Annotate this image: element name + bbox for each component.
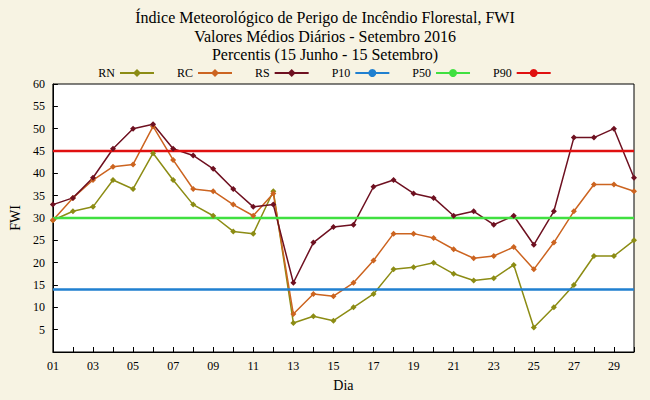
svg-text:FWI: FWI: [8, 205, 23, 231]
svg-text:09: 09: [207, 359, 219, 373]
svg-text:21: 21: [448, 359, 460, 373]
svg-text:15: 15: [33, 278, 45, 292]
svg-text:15: 15: [327, 359, 339, 373]
svg-text:19: 19: [408, 359, 420, 373]
svg-text:P90: P90: [493, 66, 512, 80]
svg-text:23: 23: [488, 359, 500, 373]
svg-text:50: 50: [33, 122, 45, 136]
svg-text:11: 11: [247, 359, 259, 373]
svg-text:25: 25: [33, 233, 45, 247]
svg-text:P50: P50: [412, 66, 431, 80]
svg-text:Dia: Dia: [333, 378, 354, 393]
svg-text:27: 27: [568, 359, 580, 373]
svg-text:13: 13: [287, 359, 299, 373]
svg-text:03: 03: [87, 359, 99, 373]
svg-text:Índice Meteorológico de Perigo: Índice Meteorológico de Perigo de Incênd…: [135, 8, 514, 27]
svg-text:30: 30: [33, 211, 45, 225]
svg-text:07: 07: [167, 359, 179, 373]
svg-text:RN: RN: [98, 66, 115, 80]
svg-text:RS: RS: [255, 66, 270, 80]
svg-text:Valores Médios Diários - Setem: Valores Médios Diários - Setembro 2016: [194, 28, 456, 45]
svg-text:Percentis (15 Junho - 15 Setem: Percentis (15 Junho - 15 Setembro): [212, 46, 438, 64]
svg-text:55: 55: [33, 99, 45, 113]
svg-text:60: 60: [33, 77, 45, 91]
svg-text:45: 45: [33, 144, 45, 158]
svg-text:P10: P10: [332, 66, 351, 80]
svg-text:20: 20: [33, 256, 45, 270]
svg-text:40: 40: [33, 166, 45, 180]
svg-text:35: 35: [33, 189, 45, 203]
svg-text:17: 17: [368, 359, 380, 373]
svg-text:05: 05: [127, 359, 139, 373]
svg-text:10: 10: [33, 300, 45, 314]
svg-text:5: 5: [39, 323, 45, 337]
svg-text:RC: RC: [177, 66, 193, 80]
svg-text:25: 25: [528, 359, 540, 373]
svg-text:29: 29: [608, 359, 620, 373]
svg-text:01: 01: [47, 359, 59, 373]
